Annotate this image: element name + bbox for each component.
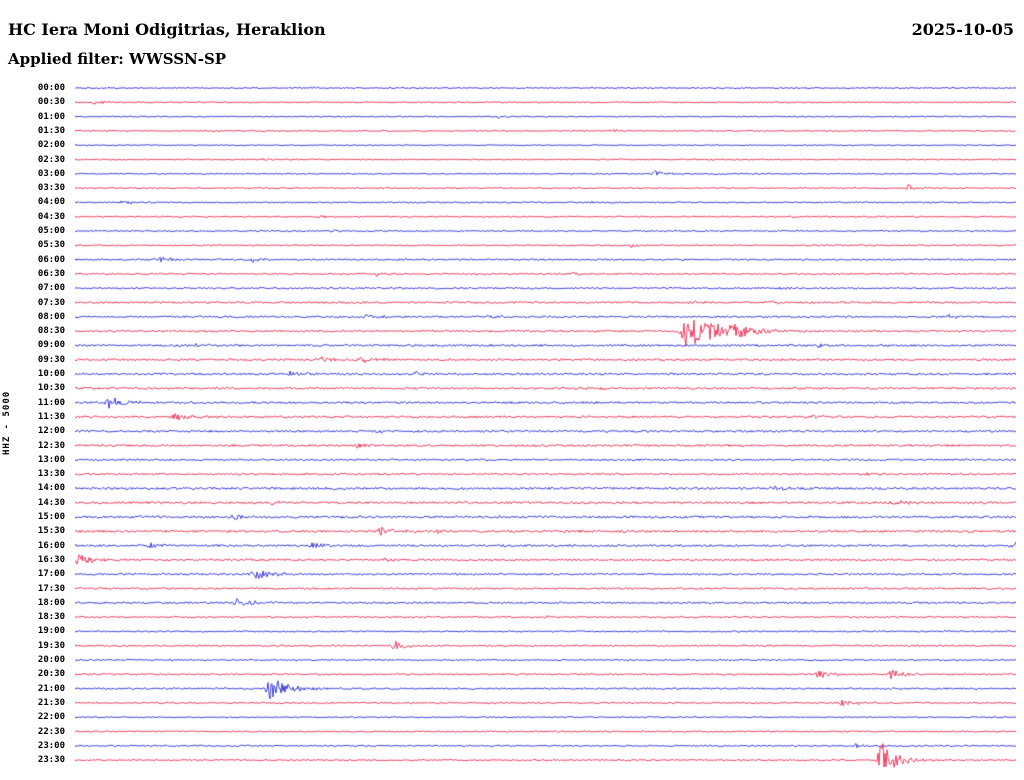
trace-time-label: 16:30 bbox=[37, 554, 65, 565]
trace-time-label: 20:30 bbox=[37, 669, 65, 680]
trace-time-label: 05:30 bbox=[37, 240, 65, 251]
trace-time-label: 19:00 bbox=[37, 626, 65, 637]
trace-time-label: 19:30 bbox=[37, 640, 65, 651]
trace-time-label: 06:00 bbox=[37, 254, 65, 265]
trace-time-label: 00:30 bbox=[37, 97, 65, 108]
trace-time-label: 07:30 bbox=[37, 297, 65, 308]
trace-time-label: 15:30 bbox=[37, 526, 65, 537]
trace-time-label: 02:00 bbox=[37, 140, 65, 151]
trace-time-label: 05:00 bbox=[37, 226, 65, 236]
trace-time-label: 12:30 bbox=[37, 440, 65, 451]
trace-time-label: 21:30 bbox=[37, 697, 65, 708]
trace-time-label: 07:00 bbox=[37, 283, 65, 294]
trace-time-label: 13:00 bbox=[37, 454, 65, 465]
header: HC Iera Moni Odigitrias, Heraklion 2025-… bbox=[8, 20, 1014, 39]
trace-time-label: 11:30 bbox=[37, 411, 65, 422]
trace-time-label: 12:00 bbox=[37, 426, 65, 437]
trace-time-label: 14:30 bbox=[37, 497, 65, 508]
trace-time-label: 18:00 bbox=[37, 597, 65, 608]
trace-time-label: 08:00 bbox=[37, 311, 65, 322]
trace-time-label: 13:30 bbox=[37, 469, 65, 480]
trace-time-label: 01:00 bbox=[37, 111, 65, 122]
trace-time-label: 10:30 bbox=[37, 383, 65, 394]
trace-time-label: 08:30 bbox=[37, 326, 65, 337]
trace-time-label: 02:30 bbox=[37, 154, 65, 165]
trace-time-label: 09:00 bbox=[37, 340, 65, 351]
trace-time-label: 23:30 bbox=[37, 755, 65, 766]
trace-time-label: 14:00 bbox=[37, 483, 65, 494]
station-title: HC Iera Moni Odigitrias, Heraklion bbox=[8, 20, 326, 39]
trace-time-label: 11:00 bbox=[37, 397, 65, 408]
date-label: 2025-10-05 bbox=[911, 20, 1014, 39]
trace-time-label: 04:00 bbox=[37, 197, 65, 208]
helicorder-plot: 00:00 00:30 01:00 01:30 02:00 02:30 03:00 03:30… bbox=[0, 82, 1024, 780]
trace-time-label: 18:30 bbox=[37, 612, 65, 623]
trace-time-label: 21:00 bbox=[37, 683, 65, 694]
trace-time-label: 06:30 bbox=[37, 268, 65, 279]
trace-time-label: 03:30 bbox=[37, 183, 65, 194]
trace-time-label: 17:30 bbox=[37, 583, 65, 594]
trace-canvas bbox=[75, 82, 1016, 780]
trace-time-label: 15:00 bbox=[37, 512, 65, 522]
trace-label-column: 00:00 00:30 01:00 01:30 02:00 02:30 03:00 03:30… bbox=[0, 82, 68, 780]
trace-time-label: 20:00 bbox=[37, 655, 65, 665]
trace-time-label: 09:30 bbox=[37, 354, 65, 365]
trace-time-label: 17:00 bbox=[37, 569, 65, 580]
trace-time-label: 03:00 bbox=[37, 168, 65, 179]
trace-time-label: 01:30 bbox=[37, 125, 65, 136]
trace-time-label: 16:00 bbox=[37, 540, 65, 551]
trace-time-label: 04:30 bbox=[37, 211, 65, 222]
trace-time-label: 23:00 bbox=[37, 740, 65, 751]
trace-time-label: 00:00 bbox=[37, 83, 65, 93]
filter-label: Applied filter: WWSSN-SP bbox=[8, 50, 227, 68]
trace-time-label: 10:00 bbox=[37, 369, 65, 379]
trace-time-label: 22:00 bbox=[37, 712, 65, 723]
trace-time-label: 22:30 bbox=[37, 726, 65, 737]
